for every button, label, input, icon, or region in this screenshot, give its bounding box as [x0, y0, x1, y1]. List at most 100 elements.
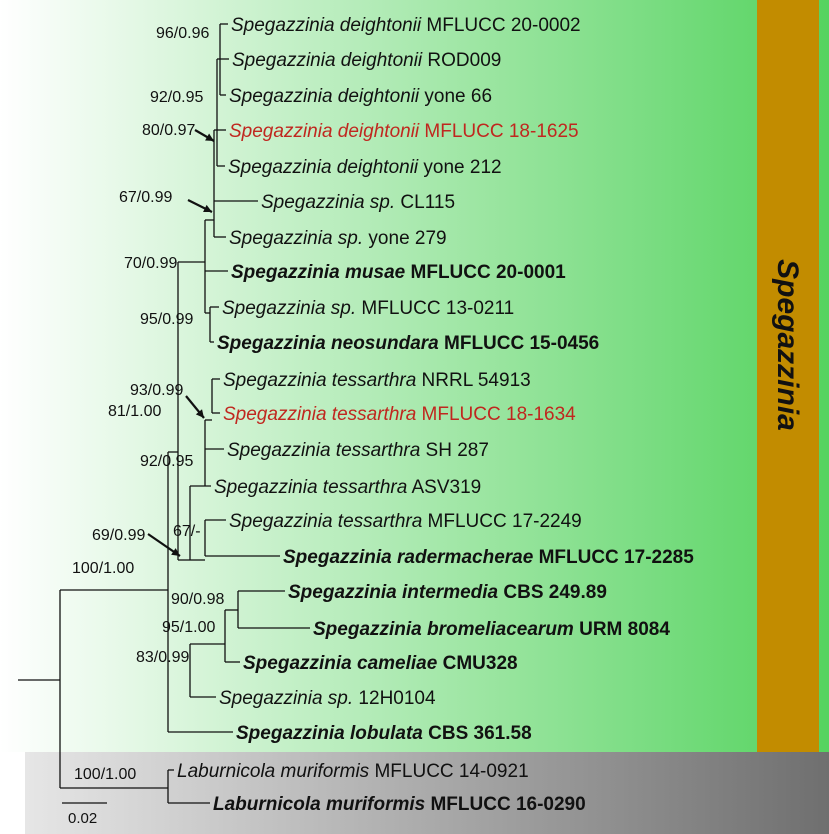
support-value: 95/1.00 — [162, 619, 215, 636]
scale-bar-label: 0.02 — [68, 810, 97, 827]
taxon-name: Spegazzinia tessarthra — [214, 477, 407, 498]
outgroup-background — [25, 752, 829, 834]
taxon-name: Spegazzinia deightonii — [232, 50, 423, 71]
support-value: 100/1.00 — [74, 766, 136, 783]
taxon-name: Spegazzinia intermedia — [288, 582, 499, 603]
taxon-label: Spegazzinia musae MFLUCC 20-0001 — [231, 262, 566, 283]
support-value: 93/0.99 — [130, 382, 183, 399]
taxon-name: Spegazzinia radermacherae — [283, 547, 534, 568]
strain-id: MFLUCC 20-0002 — [421, 15, 580, 36]
taxon-label: Spegazzinia sp. 12H0104 — [219, 688, 436, 709]
taxon-name: Spegazzinia deightonii — [228, 157, 419, 178]
strain-id: yone 66 — [419, 86, 492, 107]
support-value: 100/1.00 — [72, 560, 134, 577]
taxon-label: Spegazzinia sp. yone 279 — [229, 228, 447, 249]
support-value: 92/0.95 — [140, 453, 193, 470]
taxon-name: Laburnicola muriformis — [213, 794, 425, 815]
taxon-label: Spegazzinia tessarthra MFLUCC 18-1634 — [223, 404, 576, 425]
strain-id: yone 279 — [363, 228, 446, 249]
taxon-name: Spegazzinia sp. — [219, 688, 353, 709]
strain-id: MFLUCC 18-1634 — [416, 404, 576, 425]
taxon-name: Spegazzinia musae — [231, 262, 406, 283]
taxon-label: Spegazzinia radermacherae MFLUCC 17-2285 — [283, 547, 694, 568]
strain-id: MFLUCC 17-2285 — [533, 547, 694, 568]
taxon-label: Spegazzinia tessarthra MFLUCC 17-2249 — [229, 511, 582, 532]
taxon-label: Spegazzinia lobulata CBS 361.58 — [236, 723, 532, 744]
scale-bar: 0.02 — [62, 802, 107, 827]
support-value: 83/0.99 — [136, 649, 189, 666]
arrow-head — [171, 548, 180, 556]
strain-id: MFLUCC 15-0456 — [439, 333, 600, 354]
taxon-label: Spegazzinia deightonii yone 66 — [229, 86, 492, 107]
strain-id: yone 212 — [418, 157, 501, 178]
taxon-label: Spegazzinia intermedia CBS 249.89 — [288, 582, 607, 603]
arrow-head — [203, 204, 212, 212]
taxon-label: Spegazzinia deightonii MFLUCC 18-1625 — [229, 121, 579, 142]
taxon-name: Spegazzinia lobulata — [236, 723, 423, 744]
strain-id: URM 8084 — [574, 619, 671, 640]
taxon-name: Spegazzinia tessarthra — [223, 404, 416, 425]
support-value: 90/0.98 — [171, 591, 224, 608]
taxon-name: Spegazzinia tessarthra — [227, 440, 420, 461]
strain-id: CBS 249.89 — [498, 582, 607, 603]
ingroup-background — [0, 0, 829, 752]
taxon-label: Laburnicola muriformis MFLUCC 16-0290 — [213, 794, 586, 815]
taxon-name: Spegazzinia deightonii — [229, 86, 420, 107]
strain-id: 12H0104 — [353, 688, 436, 709]
taxon-name: Spegazzinia cameliae — [243, 653, 438, 674]
taxon-label: Spegazzinia tessarthra ASV319 — [214, 477, 481, 498]
strain-id: NRRL 54913 — [416, 370, 530, 391]
taxon-label: Spegazzinia sp. CL115 — [261, 192, 455, 213]
taxon-name: Spegazzinia tessarthra — [229, 511, 422, 532]
taxon-label: Laburnicola muriformis MFLUCC 14-0921 — [177, 761, 529, 782]
taxon-labels: Spegazzinia deightonii MFLUCC 20-0002Spe… — [177, 15, 694, 815]
taxon-label: Spegazzinia tessarthra SH 287 — [227, 440, 489, 461]
taxon-name: Spegazzinia deightonii — [229, 121, 420, 142]
taxon-label: Spegazzinia deightonii ROD009 — [232, 50, 501, 71]
taxon-label: Spegazzinia tessarthra NRRL 54913 — [223, 370, 531, 391]
clade-label: Spegazzinia — [771, 259, 804, 431]
strain-id: ROD009 — [422, 50, 501, 71]
arrow-head — [195, 409, 204, 418]
support-value: 81/1.00 — [108, 403, 161, 420]
strain-id: ASV319 — [407, 477, 481, 498]
support-value: 67/- — [173, 523, 201, 540]
taxon-label: Spegazzinia sp. MFLUCC 13-0211 — [222, 298, 514, 319]
strain-id: MFLUCC 17-2249 — [422, 511, 581, 532]
taxon-name: Spegazzinia sp. — [261, 192, 395, 213]
strain-id: MFLUCC 13-0211 — [356, 298, 514, 319]
strain-id: CMU328 — [437, 653, 517, 674]
taxon-name: Spegazzinia tessarthra — [223, 370, 416, 391]
taxon-label: Spegazzinia deightonii MFLUCC 20-0002 — [231, 15, 581, 36]
strain-id: MFLUCC 14-0921 — [369, 761, 528, 782]
strain-id: SH 287 — [420, 440, 489, 461]
taxon-name: Spegazzinia bromeliacearum — [313, 619, 574, 640]
support-value: 67/0.99 — [119, 189, 172, 206]
strain-id: CBS 361.58 — [423, 723, 532, 744]
taxon-name: Laburnicola muriformis — [177, 761, 370, 782]
support-value: 80/0.97 — [142, 122, 195, 139]
taxon-name: Spegazzinia deightonii — [231, 15, 422, 36]
taxon-label: Spegazzinia neosundara MFLUCC 15-0456 — [217, 333, 599, 354]
support-value: 70/0.99 — [124, 255, 177, 272]
support-value: 92/0.95 — [150, 89, 203, 106]
arrow-head — [205, 133, 214, 141]
support-values: 96/0.96 92/0.95 80/0.97 67/0.99 70/0.99 95/0.… — [72, 25, 224, 783]
taxon-label: Spegazzinia deightonii yone 212 — [228, 157, 502, 178]
taxon-name: Spegazzinia sp. — [229, 228, 363, 249]
support-value: 96/0.96 — [156, 25, 209, 42]
support-value: 69/0.99 — [92, 527, 145, 544]
strain-id: MFLUCC 16-0290 — [425, 794, 586, 815]
strain-id: MFLUCC 20-0001 — [405, 262, 566, 283]
taxon-label: Spegazzinia bromeliacearum URM 8084 — [313, 619, 670, 640]
support-value: 95/0.99 — [140, 311, 193, 328]
taxon-name: Spegazzinia neosundara — [217, 333, 439, 354]
strain-id: MFLUCC 18-1625 — [419, 121, 578, 142]
taxon-label: Spegazzinia cameliae CMU328 — [243, 653, 518, 674]
clade-bar — [757, 0, 819, 752]
support-arrows — [147, 129, 215, 557]
strain-id: CL115 — [395, 192, 455, 213]
taxon-name: Spegazzinia sp. — [222, 298, 356, 319]
